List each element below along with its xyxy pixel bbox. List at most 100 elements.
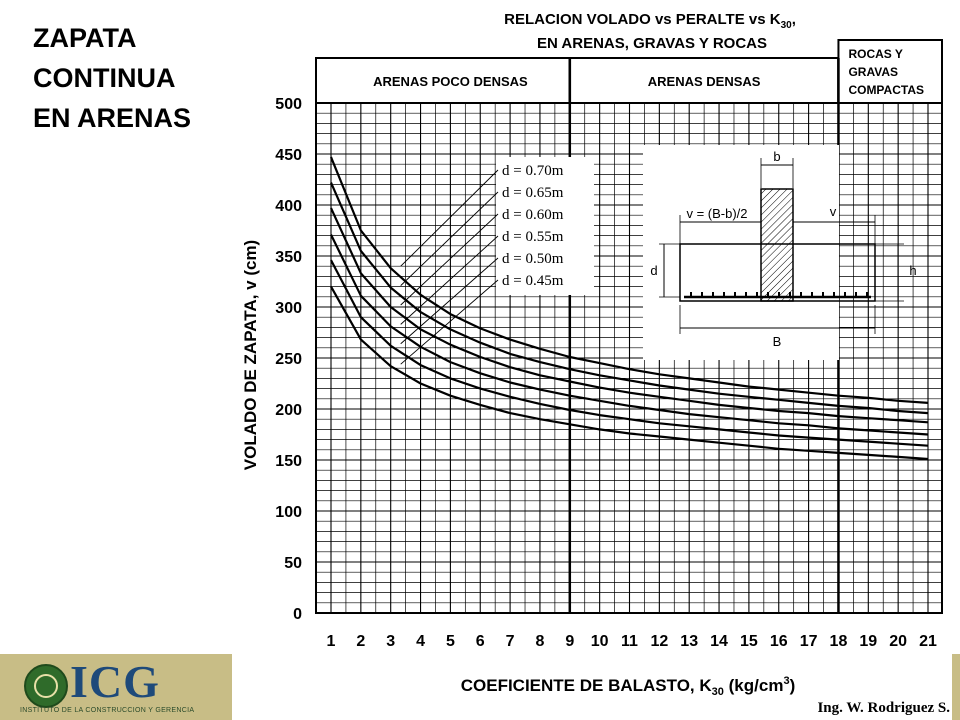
legend-label: d = 0.55m [502,229,564,245]
legend-leader-line [400,279,499,365]
series-line-5 [330,286,929,461]
logo-subtitle: INSTITUTO DE LA CONSTRUCCION Y GERENCIA [20,707,195,714]
rebar-dot [712,292,714,296]
y-tick-label: 150 [275,453,302,470]
x-axis-label-units: (kg/cm [724,676,784,695]
rebar-dot [844,292,846,296]
x-tick-label: 13 [680,633,698,650]
x-tick-labels: 1 2 3 4 5 6 7 8 9 10 11 12 13 14 15 16 17 18 19 20 21 [327,633,937,650]
legend-leader-line [400,257,499,345]
y-axis-label: VOLADO DE ZAPATA, v (cm) [241,240,260,470]
zone-label-2-line-1: GRAVAS [848,65,898,79]
rebar-dots [690,292,868,296]
legend-label: d = 0.50m [502,251,564,267]
right-decorative-strip [952,654,960,720]
x-axis-label-sup: 3 [783,675,789,687]
x-tick-label: 5 [446,633,455,650]
dim-d-label: d [650,263,657,278]
x-tick-label: 19 [859,633,877,650]
x-axis-label-main: COEFICIENTE DE BALASTO, K [461,676,713,695]
legend: d = 0.70m d = 0.65m d = 0.60m d = 0.55m d = … [400,157,594,365]
slide-title-line-2: CONTINUA [33,63,176,93]
y-tick-label: 200 [275,402,302,419]
legend-label: d = 0.70m [502,163,564,179]
y-tick-label: 350 [275,249,302,266]
legend-leader-line [400,191,499,286]
legend-leader-line [400,213,499,306]
x-tick-label: 7 [506,633,515,650]
dim-B-label: B [773,334,782,349]
legend-background [496,157,594,295]
x-axis-label-close: ) [790,676,796,695]
x-tick-label: 21 [919,633,937,650]
x-axis-label: COEFICIENTE DE BALASTO, K30 (kg/cm3) [461,675,796,698]
legend-leader-line [400,235,499,325]
zone-label-1: ARENAS DENSAS [648,74,761,89]
dim-v-formula: v = (B-b)/2 [686,206,747,221]
series-group [329,156,929,461]
rebar-dot [723,292,725,296]
x-tick-label: 18 [830,633,848,650]
legend-leader-line [400,169,499,267]
x-tick-label: 10 [591,633,609,650]
slide-title-line-3: EN ARENAS [33,103,192,133]
zone-label-0: ARENAS POCO DENSAS [373,74,528,89]
rebar-dot [756,292,758,296]
rebar-dot [701,292,703,296]
x-tick-label: 17 [800,633,818,650]
dim-v-label: v [830,204,837,219]
y-tick-label: 500 [275,96,302,113]
column-shape [760,188,794,302]
series-line-2 [330,207,929,424]
rebar-dot [800,292,802,296]
rebar-dot [767,292,769,296]
slide-title: ZAPATA CONTINUA EN ARENAS [33,18,191,138]
x-tick-label: 15 [740,633,758,650]
rebar-dot [833,292,835,296]
chart-title-main: RELACION VOLADO vs PERALTE vs K [504,11,781,28]
series-line-3 [330,234,929,436]
author-credit: Ing. W. Rodriguez S. [817,700,950,716]
x-tick-label: 9 [565,633,574,650]
series-line-4 [330,259,929,447]
x-axis-label-sub: 30 [712,686,724,698]
x-tick-label: 1 [327,633,336,650]
slide-title-line-1: ZAPATA [33,23,137,53]
x-tick-label: 4 [416,633,425,650]
dim-h-label: h [909,263,916,278]
y-tick-label: 250 [275,351,302,368]
y-tick-label: 300 [275,300,302,317]
rebar-dot [855,292,857,296]
footing-shape [679,243,876,302]
x-tick-label: 6 [476,633,485,650]
legend-label: d = 0.65m [502,185,564,201]
rebar-dot [734,292,736,296]
rebar-dot [778,292,780,296]
y-tick-label: 50 [284,555,302,572]
legend-label: d = 0.60m [502,207,564,223]
series-line-0 [329,156,929,404]
x-tick-label: 2 [356,633,365,650]
chart-title-end: , [792,11,796,28]
plot-border [315,102,943,614]
chart-title-sub: 30 [781,20,793,31]
y-tick-labels: 0 50 100 150 200 250 300 350 400 450 500 [275,96,302,623]
logo-text: ICG [70,656,160,707]
y-tick-label: 450 [275,147,302,164]
zone-label-2-line-2: COMPACTAS [848,83,924,97]
rebar-dot [690,292,692,296]
chart-title-line-1: RELACION VOLADO vs PERALTE vs K30, [504,11,796,31]
y-tick-label: 400 [275,198,302,215]
x-tick-label: 14 [710,633,728,650]
footing-diagram: b v = (B-b)/2 v d h B [643,145,917,360]
y-tick-label: 100 [275,504,302,521]
globe-emblem-icon [24,664,68,708]
x-tick-label: 20 [889,633,907,650]
zone-header-box-rocks [837,39,944,104]
x-tick-label: 8 [535,633,544,650]
rebar-dot [789,292,791,296]
zone-label-2-line-0: ROCAS Y [848,47,902,61]
rebar-dot [822,292,824,296]
rebar-dot [745,292,747,296]
